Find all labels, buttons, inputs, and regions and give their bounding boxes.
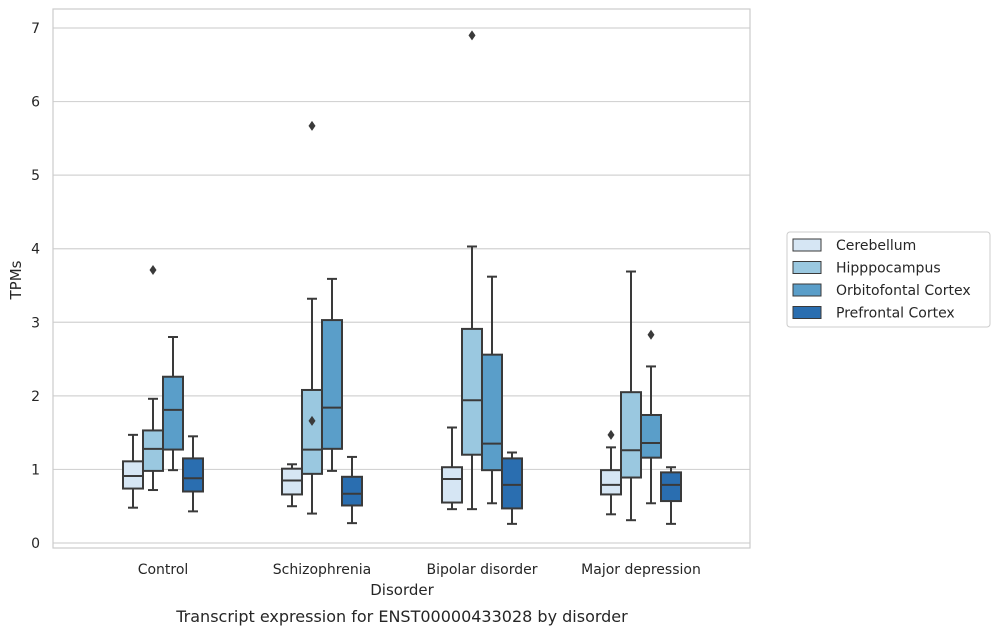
x-axis-tick-labels: Control Schizophrenia Bipolar disorder Majo… (138, 562, 701, 578)
box-plot (660, 466, 682, 525)
legend: Cerebellum Hipppocampus Orbitofontal Corte… (786, 231, 991, 328)
box-plot (162, 336, 184, 472)
outlier-point (149, 265, 157, 276)
box-iqr (182, 457, 204, 493)
legend-swatch (792, 283, 822, 297)
box-plot (122, 433, 144, 509)
plot-area-frame (52, 8, 751, 549)
x-tick-label: Major depression (581, 562, 701, 578)
box-plot (481, 275, 503, 505)
legend-item: Prefrontal Cortex (792, 306, 955, 322)
box-iqr (441, 466, 463, 504)
box-plot (461, 30, 483, 511)
x-tick-label: Control (138, 562, 189, 578)
x-axis-title: Disorder (370, 581, 434, 599)
box-plot (341, 455, 363, 525)
box-iqr (600, 469, 622, 496)
legend-frame (786, 231, 991, 328)
box-plot (142, 265, 164, 492)
y-tick-label: 0 (31, 536, 40, 552)
series-group (122, 426, 622, 516)
box-iqr (620, 391, 642, 479)
box-iqr (162, 375, 184, 451)
box-iqr (341, 475, 363, 507)
legend-item: Cerebellum (792, 238, 916, 254)
box-iqr (501, 457, 523, 510)
outlier-point (647, 329, 655, 340)
box-iqr (142, 429, 164, 472)
outlier-point (468, 30, 476, 41)
y-tick-label: 5 (31, 168, 40, 184)
legend-label: Orbitofontal Cortex (836, 283, 971, 299)
y-tick-label: 7 (31, 21, 40, 37)
legend-item: Orbitofontal Cortex (792, 283, 971, 299)
legend-label: Cerebellum (836, 238, 916, 254)
box-iqr (640, 413, 662, 459)
y-tick-label: 1 (31, 462, 40, 478)
legend-items: Cerebellum Hipppocampus Orbitofontal Corte… (792, 238, 971, 322)
box-plot (281, 463, 303, 508)
y-tick-label: 4 (31, 242, 40, 258)
box-iqr (660, 471, 682, 503)
box-plot (321, 277, 343, 472)
box-iqr (122, 460, 144, 490)
x-tick-label: Bipolar disorder (426, 562, 537, 578)
legend-label: Hipppocampus (836, 261, 941, 277)
legend-swatch (792, 261, 822, 274)
box-plot (182, 435, 204, 513)
box-iqr (481, 353, 503, 472)
box-iqr (321, 319, 343, 450)
y-axis-tick-labels: 0 1 2 3 4 5 6 7 (31, 21, 40, 552)
legend-swatch (792, 306, 822, 319)
legend-item: Hipppocampus (792, 261, 941, 277)
box-iqr (281, 467, 303, 496)
legend-label: Prefrontal Cortex (836, 306, 955, 322)
box-plot (600, 429, 622, 516)
series-group (162, 275, 662, 505)
outlier-point (308, 120, 316, 131)
box-plot (501, 451, 523, 525)
y-tick-label: 6 (31, 95, 40, 111)
box-iqr (301, 388, 323, 475)
box-iqr (461, 327, 483, 456)
y-axis-title: TPMs (7, 260, 25, 300)
box-plot (640, 329, 662, 505)
y-tick-label: 3 (31, 315, 40, 331)
outlier-point (607, 429, 615, 440)
y-tick-label: 2 (31, 389, 40, 405)
box-plot-series (122, 30, 682, 525)
series-group (182, 435, 682, 525)
outlier-point (308, 415, 316, 426)
box-plot (441, 426, 463, 511)
x-tick-label: Schizophrenia (273, 562, 371, 578)
chart-caption: Transcript expression for ENST0000043302… (175, 607, 628, 626)
legend-swatch (792, 238, 822, 252)
